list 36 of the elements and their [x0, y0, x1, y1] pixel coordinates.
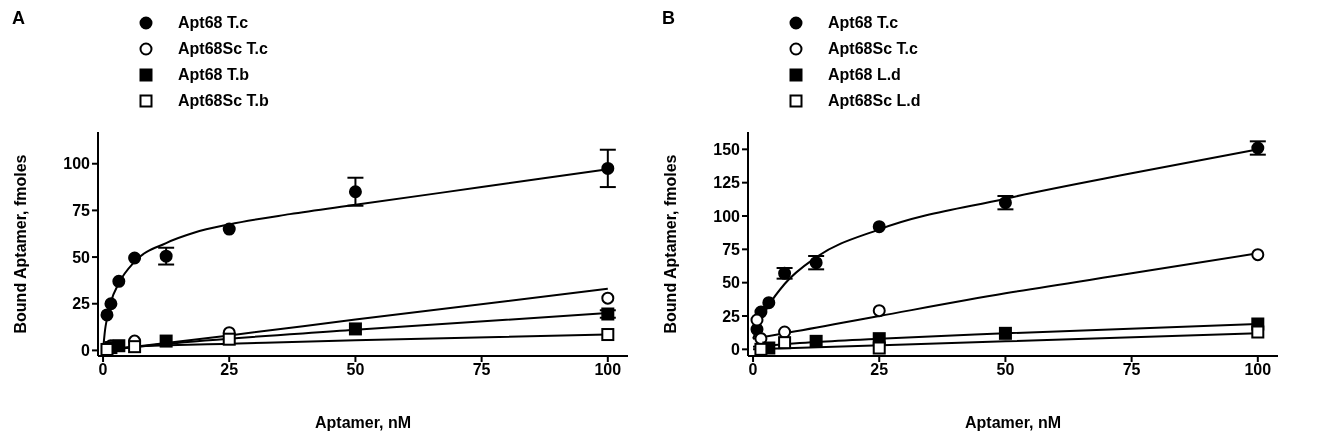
y-tick-label: 25 [722, 307, 741, 325]
y-tick-label: 75 [722, 241, 741, 259]
y-tick-label: 100 [713, 207, 741, 225]
legend-label: Apt68 T.c [828, 14, 899, 32]
legend-label: Apt68Sc T.b [178, 92, 269, 110]
x-tick-label: 0 [748, 361, 758, 379]
chart-title: A [12, 8, 25, 29]
y-tick-label: 100 [63, 155, 91, 173]
x-tick-label: 75 [1122, 361, 1141, 379]
y-tick-label: 75 [72, 202, 91, 220]
x-tick-label: 100 [1244, 361, 1272, 379]
legend-label: Apt68Sc T.c [178, 40, 268, 58]
x-tick-label: 100 [594, 361, 622, 379]
legend-label: Apt68 T.c [178, 14, 249, 32]
y-tick-label: 25 [72, 295, 91, 313]
legend-label: Apt68 T.b [178, 66, 250, 84]
x-tick-label: 0 [98, 361, 108, 379]
y-tick-label: 150 [713, 141, 741, 159]
x-axis-title: Aptamer, nM [314, 414, 412, 431]
y-tick-label: 0 [81, 342, 91, 360]
x-tick-label: 25 [220, 361, 239, 379]
x-tick-label: 75 [472, 361, 491, 379]
x-tick-label: 50 [996, 361, 1015, 379]
legend-label: Apt68Sc T.c [828, 40, 918, 58]
y-tick-label: 50 [722, 274, 741, 292]
y-axis-title: Bound Aptamer, fmoles [661, 154, 679, 334]
legend-label: Apt68Sc L.d [828, 92, 921, 110]
x-tick-label: 50 [346, 361, 365, 379]
x-axis-title: Aptamer, nM [964, 414, 1062, 431]
y-axis-title: Bound Aptamer, fmoles [11, 154, 29, 334]
x-tick-label: 25 [870, 361, 889, 379]
y-tick-label: 50 [72, 248, 91, 266]
y-tick-label: 125 [713, 174, 741, 192]
y-tick-label: 0 [731, 341, 741, 359]
chart-title: B [662, 8, 675, 29]
legend-label: Apt68 L.d [828, 66, 901, 84]
